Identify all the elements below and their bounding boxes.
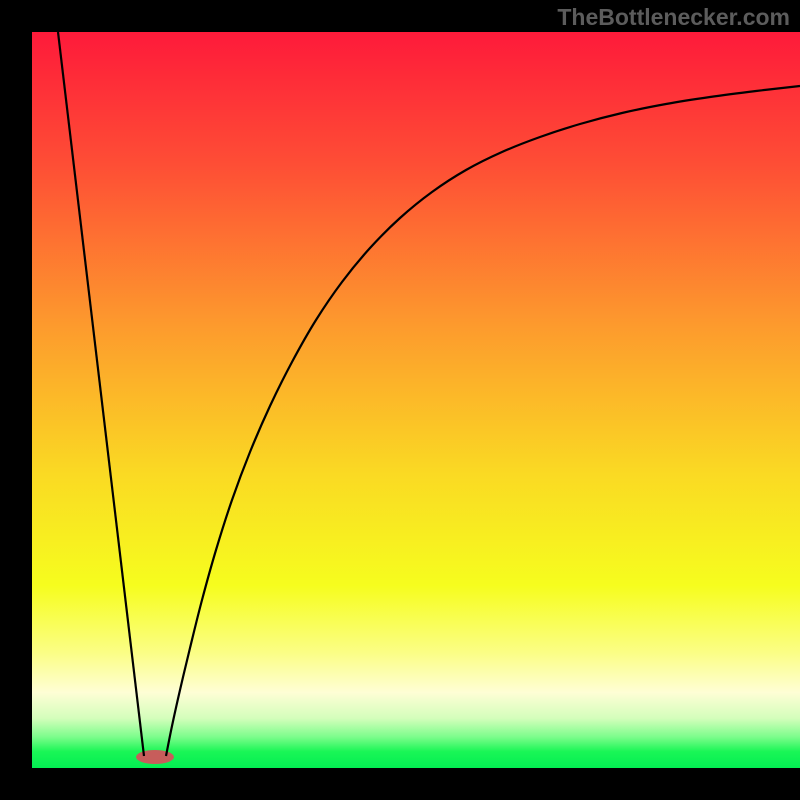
bottleneck-chart: TheBottlenecker.com [0, 0, 800, 800]
y-axis [0, 0, 32, 800]
x-axis [0, 768, 800, 800]
watermark-text: TheBottlenecker.com [557, 4, 790, 31]
optimal-point-marker [136, 750, 174, 764]
chart-svg [0, 0, 800, 800]
plot-background [32, 32, 800, 770]
